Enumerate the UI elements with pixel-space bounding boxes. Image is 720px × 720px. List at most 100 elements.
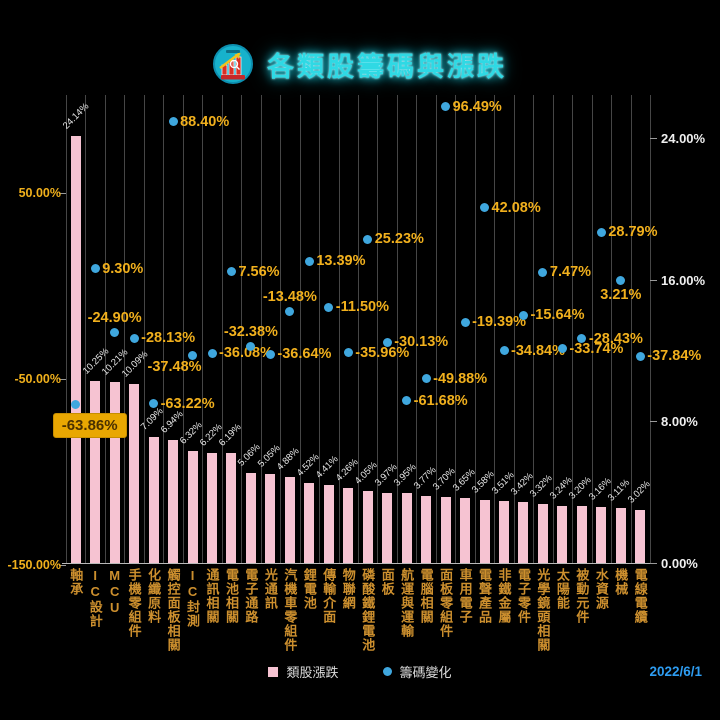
scatter-dot <box>460 317 470 327</box>
bar <box>226 453 237 563</box>
bar <box>70 135 81 563</box>
right-axis-label: 0.00% <box>661 556 698 571</box>
right-axis-tick <box>650 138 657 139</box>
category-label: 電子通路 <box>243 568 259 624</box>
bar <box>362 491 373 563</box>
point-value-label: -36.08% <box>219 345 274 362</box>
right-axis-label: 16.00% <box>661 272 706 288</box>
bar <box>401 493 412 563</box>
bar <box>479 499 490 563</box>
bar <box>518 502 529 563</box>
point-value-label: 28.79% <box>608 224 658 241</box>
scatter-dot <box>421 374 431 384</box>
scatter-dot <box>226 267 236 277</box>
scatter-dot <box>188 351 198 361</box>
point-value-label: -36.64% <box>277 346 332 363</box>
legend-dot-marker-icon <box>382 667 392 676</box>
category-label: 觸控面板相關 <box>165 568 181 652</box>
page-title: 各類股籌碼與漲跌 <box>267 51 507 82</box>
scatter-dot <box>324 302 334 312</box>
scatter-dot <box>285 306 295 316</box>
scatter-dot <box>168 117 178 127</box>
category-label: 機械 <box>613 568 629 596</box>
point-value-label: -30.13% <box>394 334 449 351</box>
bar <box>265 473 276 563</box>
scatter-dot <box>71 400 81 410</box>
gridline <box>455 95 457 563</box>
point-value-label: -35.96% <box>355 344 410 361</box>
category-label: 鋰電池 <box>301 568 317 610</box>
category-label: 車用電子 <box>457 568 473 624</box>
legend-item: 類股漲跌 <box>268 662 339 681</box>
category-label: 電池相關 <box>223 568 239 624</box>
gridline <box>104 95 106 563</box>
point-value-label: -28.13% <box>141 330 196 347</box>
bar <box>615 507 626 563</box>
legend-item: 籌碼變化 <box>382 662 452 681</box>
category-label: 光學鏡頭相關 <box>535 568 551 652</box>
bar <box>576 506 587 563</box>
bar <box>284 476 295 563</box>
scatter-dot <box>441 102 451 112</box>
point-value-label: -15.64% <box>530 307 585 324</box>
category-label: 汽機車零組件 <box>282 568 298 652</box>
point-value-label: -61.68% <box>413 392 468 409</box>
gridline <box>630 95 632 563</box>
gridline <box>66 95 67 563</box>
right-axis-tick <box>650 279 657 281</box>
gridline <box>299 95 301 563</box>
bar <box>382 492 393 563</box>
scatter-dot <box>207 348 217 358</box>
gridline <box>182 95 184 563</box>
point-value-label: -49.88% <box>433 370 488 387</box>
gridline <box>533 95 535 563</box>
bar <box>90 381 101 563</box>
app-logo <box>213 44 253 84</box>
point-value-label: 88.40% <box>180 113 230 130</box>
bar <box>148 437 159 563</box>
right-axis-label: 8.00% <box>661 414 698 430</box>
legend-label: 類股漲跌 <box>286 665 339 680</box>
point-value-label: -37.48% <box>147 358 202 375</box>
category-label: 面板零組件 <box>438 568 454 638</box>
gridline <box>338 95 340 563</box>
point-value-label: 96.49% <box>452 98 502 115</box>
bar <box>109 382 120 563</box>
header: 各類股籌碼與漲跌 <box>0 44 720 84</box>
chart-legend: 類股漲跌 籌碼變化 <box>0 662 720 681</box>
point-value-label: -19.39% <box>472 314 527 331</box>
bar <box>635 509 646 563</box>
bar <box>460 498 471 563</box>
point-value-label: -34.84% <box>511 342 566 359</box>
right-axis-label: 24.00% <box>661 131 706 146</box>
gridline <box>260 95 262 563</box>
x-axis-line <box>62 563 654 564</box>
gridline <box>552 95 554 563</box>
bar <box>421 496 432 563</box>
category-label: 電聲產品 <box>477 568 493 624</box>
gridline <box>572 95 574 563</box>
category-label: MCU <box>107 568 123 616</box>
scatter-dot <box>635 351 645 361</box>
legend-label: 籌碼變化 <box>399 665 452 680</box>
point-value-label: -28.43% <box>588 330 643 347</box>
point-value-label: 3.21% <box>600 287 642 304</box>
scatter-dot <box>382 337 392 347</box>
gridline <box>241 95 243 563</box>
gridline <box>611 95 613 563</box>
scatter-dot <box>343 348 353 358</box>
gridline <box>221 95 223 563</box>
gridline <box>377 95 379 563</box>
scatter-dot <box>363 234 373 244</box>
point-value-label: 7.47% <box>549 264 592 281</box>
report-date: 2022/6/1 <box>649 664 702 679</box>
point-value-label: 42.08% <box>491 199 541 216</box>
gridline <box>474 95 476 563</box>
gridline <box>163 95 165 563</box>
category-label: 手機零組件 <box>126 568 142 638</box>
scatter-dot <box>577 334 587 344</box>
gridline <box>650 95 651 563</box>
gridline <box>124 95 126 563</box>
scatter-dot <box>402 396 412 406</box>
